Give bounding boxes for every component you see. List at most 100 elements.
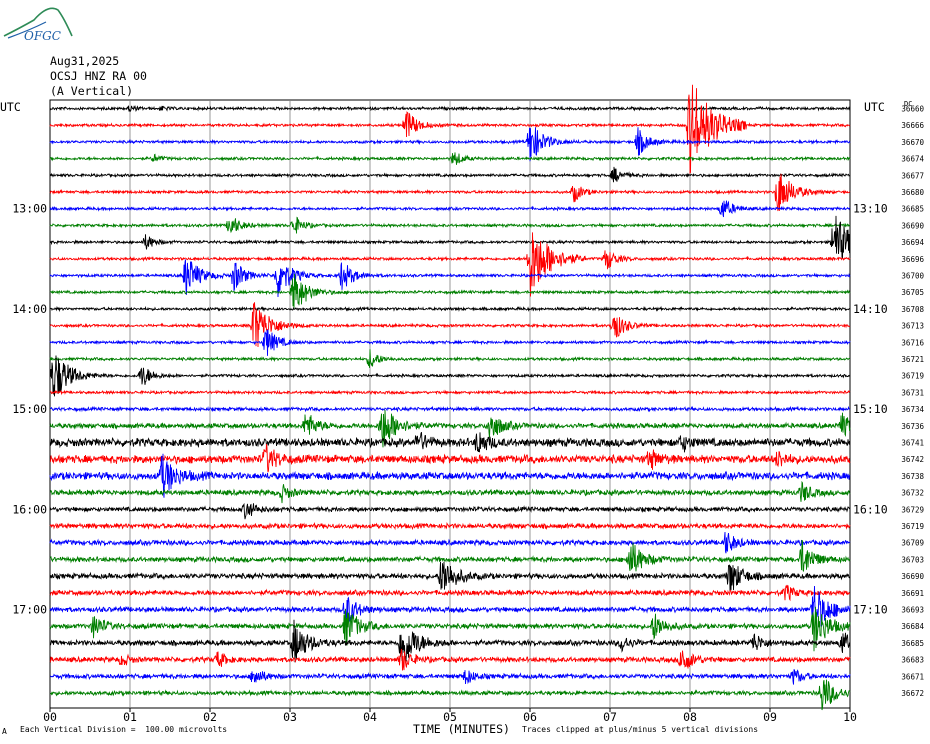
right-utc-label: UTC xyxy=(864,100,885,114)
dc-offset-label: 36690 xyxy=(901,221,924,230)
trace-row xyxy=(49,453,851,498)
trace-row xyxy=(49,539,851,572)
x-axis-title: TIME (MINUTES) xyxy=(413,722,510,736)
dc-offset-label: 36693 xyxy=(901,606,924,615)
trace-row xyxy=(49,232,851,297)
component-label: (A Vertical) xyxy=(50,84,134,98)
trace-row xyxy=(49,531,851,554)
dc-offset-label: 36685 xyxy=(901,639,924,648)
right-hour-label: 16:10 xyxy=(853,502,888,516)
trace-row xyxy=(49,389,851,396)
x-tick-label: 08 xyxy=(683,710,697,724)
dc-offset-label: 36719 xyxy=(901,372,924,381)
x-tick-label: 00 xyxy=(43,710,57,724)
trace-row xyxy=(49,273,851,309)
trace-row xyxy=(49,585,851,627)
scale-note: Each Vertical Division = 100.00 microvol… xyxy=(20,725,228,734)
plot-date: Aug31,2025 xyxy=(50,54,120,68)
dc-offset-label: 36670 xyxy=(901,138,924,147)
dc-offset-label: 36729 xyxy=(901,505,924,514)
dc-header-label: DC xyxy=(904,100,912,108)
trace-row xyxy=(49,522,851,531)
trace-row xyxy=(49,215,851,259)
left-utc-label: UTC xyxy=(0,100,21,114)
dc-offset-label: 36742 xyxy=(901,455,924,464)
trace-row xyxy=(49,619,851,663)
trace-row xyxy=(49,443,851,473)
trace-row xyxy=(49,200,851,218)
trace-row xyxy=(49,669,851,685)
dc-offset-label: 36690 xyxy=(901,572,924,581)
x-tick-label: 09 xyxy=(763,710,777,724)
left-hour-label: 13:00 xyxy=(12,202,47,216)
dc-offset-label: 36685 xyxy=(901,205,924,214)
trace-row xyxy=(49,127,851,162)
dc-offset-label: 36683 xyxy=(901,656,924,665)
trace-row xyxy=(49,480,851,504)
x-tick-label: 10 xyxy=(843,710,857,724)
dc-offset-label: 36732 xyxy=(901,489,924,498)
trace-row xyxy=(49,216,851,234)
dc-offset-label: 36734 xyxy=(901,405,924,414)
x-tick-label: 05 xyxy=(443,710,457,724)
dc-offset-label: 36660 xyxy=(901,105,924,114)
x-tick-label: 06 xyxy=(523,710,537,724)
dc-offset-label: 36666 xyxy=(901,121,924,130)
dc-offset-label: 36736 xyxy=(901,422,924,431)
left-hour-label: 17:00 xyxy=(12,603,47,617)
x-tick-label: 01 xyxy=(123,710,137,724)
dc-offset-label: 36691 xyxy=(901,589,924,598)
trace-row xyxy=(49,679,851,711)
dc-offset-label: 36719 xyxy=(901,522,924,531)
dc-offset-label: 36694 xyxy=(901,238,924,247)
dc-offset-label: 36708 xyxy=(901,305,924,314)
right-hour-label: 14:10 xyxy=(853,302,888,316)
trace-row xyxy=(49,305,851,313)
dc-offset-label: 36713 xyxy=(901,322,924,331)
trace-row xyxy=(49,355,851,397)
dc-offset-label: 36741 xyxy=(901,439,924,448)
trace-row xyxy=(49,84,851,174)
trace-row xyxy=(49,432,851,453)
left-hour-label: 16:00 xyxy=(12,502,47,516)
x-tick-label: 03 xyxy=(283,710,297,724)
dc-offset-label: 36680 xyxy=(901,188,924,197)
corner-mark: A xyxy=(2,727,7,736)
dc-offset-label: 36700 xyxy=(901,272,924,281)
dc-offset-label: 36671 xyxy=(901,672,924,681)
right-hour-label: 15:10 xyxy=(853,402,888,416)
dc-offset-label: 36731 xyxy=(901,388,924,397)
trace-row xyxy=(49,329,851,356)
trace-row xyxy=(49,302,851,348)
dc-offset-label: 36716 xyxy=(901,338,924,347)
left-hour-label: 15:00 xyxy=(12,402,47,416)
ofgc-logo: OFGC xyxy=(3,7,73,43)
trace-row xyxy=(49,104,851,112)
dc-offset-label: 36703 xyxy=(901,555,924,564)
trace-row xyxy=(49,584,851,602)
dc-offset-label: 36709 xyxy=(901,539,924,548)
dc-offset-label: 36696 xyxy=(901,255,924,264)
trace-row xyxy=(49,173,851,212)
dc-offset-label: 36674 xyxy=(901,155,924,164)
dc-offset-label: 36677 xyxy=(901,171,924,180)
x-tick-label: 04 xyxy=(363,710,377,724)
dc-offset-label: 36672 xyxy=(901,689,924,698)
left-hour-label: 14:00 xyxy=(12,302,47,316)
dc-offset-label: 36738 xyxy=(901,472,924,481)
trace-row xyxy=(49,606,851,652)
trace-row xyxy=(49,405,851,413)
trace-row xyxy=(49,259,851,298)
clip-note: Traces clipped at plus/minus 5 vertical … xyxy=(522,725,759,734)
dc-offset-label: 36721 xyxy=(901,355,924,364)
trace-row xyxy=(49,152,851,165)
right-hour-label: 17:10 xyxy=(853,603,888,617)
trace-row xyxy=(49,648,851,671)
dc-offset-label: 36684 xyxy=(901,622,924,631)
trace-row xyxy=(49,561,851,592)
trace-row xyxy=(49,349,851,368)
station-code: OCSJ HNZ RA 00 xyxy=(50,69,147,83)
trace-row xyxy=(49,166,851,183)
x-tick-label: 07 xyxy=(603,710,617,724)
